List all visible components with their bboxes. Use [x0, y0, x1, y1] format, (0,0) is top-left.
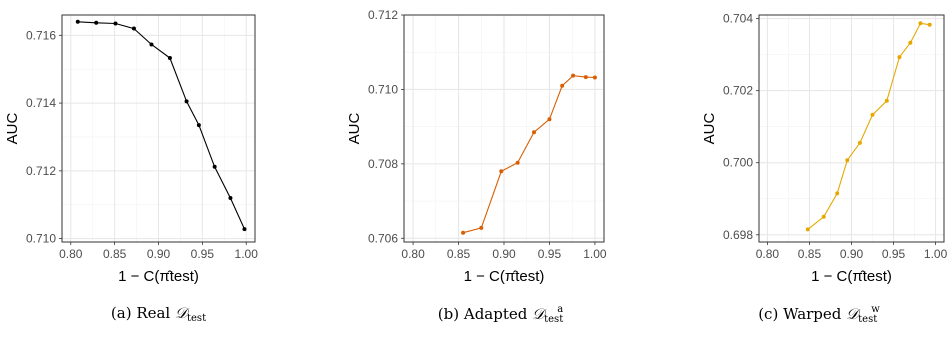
x-tick-label: 1.00	[924, 247, 948, 261]
data-point	[479, 225, 484, 230]
data-point	[94, 20, 99, 25]
data-point	[75, 19, 80, 24]
x-tick-label: 1.00	[583, 247, 607, 261]
x-tick-label: 0.90	[492, 247, 516, 261]
caption-prefix: (a) Real	[110, 304, 176, 322]
data-point	[149, 42, 154, 47]
y-tick-label: 0.710	[368, 82, 398, 96]
x-tick-label: 0.80	[756, 247, 780, 261]
chart-b: 0.80 0.85 0.90 0.95 1.00 0.706 0.708 0.710 0.712…	[346, 8, 607, 285]
y-tick-label: 0.710	[26, 232, 56, 246]
y-tick-label: 0.704	[723, 12, 753, 26]
caption-superscript: w	[871, 304, 880, 315]
y-tick-label: 0.712	[26, 164, 56, 178]
y-axis-label: AUC	[346, 112, 363, 144]
caption-c: (c) Warped 𝒟testw	[687, 304, 951, 325]
plot-border	[61, 14, 256, 243]
data-point	[167, 56, 172, 61]
data-point	[821, 214, 826, 219]
data-point	[870, 112, 875, 117]
data-point	[532, 130, 536, 135]
caption-superscript: a	[557, 304, 564, 315]
data-point	[835, 191, 840, 196]
y-tick-label: 0.700	[723, 156, 753, 170]
x-tick-label: 0.85	[103, 247, 127, 261]
data-point	[196, 123, 201, 128]
x-axis-label: 1 − C(π̂test)	[464, 268, 545, 285]
data-point	[560, 83, 565, 88]
caption-symbol: 𝒟	[846, 305, 859, 323]
caption-symbol: 𝒟	[532, 305, 545, 323]
chart-a: 0.80 0.85 0.90 0.95 1.00 0.710 0.712 0.714 0.716…	[4, 14, 259, 285]
data-point	[592, 75, 597, 80]
chart-panel-a: 0.80 0.85 0.90 0.95 1.00 0.710 0.712 0.714 0.716…	[0, 0, 317, 339]
x-axis-label: 1 − C(π̂test)	[811, 268, 892, 285]
data-point	[242, 227, 247, 232]
plot-border	[403, 14, 605, 243]
data-point	[884, 98, 889, 103]
data-point	[113, 21, 118, 26]
series-line	[462, 75, 595, 234]
data-point	[547, 117, 552, 122]
x-tick-label: 0.90	[147, 247, 171, 261]
data-point	[499, 169, 504, 174]
x-tick-label: 0.85	[798, 247, 822, 261]
y-axis-label: AUC	[701, 112, 718, 144]
caption-b: (b) Adapted 𝒟testa	[342, 304, 659, 325]
chart-c: 0.80 0.85 0.90 0.95 1.00 0.698 0.700 0.702 0.704…	[701, 12, 948, 285]
x-tick-label: 0.90	[840, 247, 864, 261]
data-point	[515, 160, 520, 165]
caption-subscript: test	[858, 314, 878, 325]
x-tick-label: 0.95	[882, 247, 906, 261]
caption-symbol: 𝒟	[175, 304, 187, 322]
data-point	[897, 55, 902, 60]
x-tick-label: 0.85	[447, 247, 471, 261]
y-tick-label: 0.706	[368, 231, 398, 245]
x-tick-label: 0.80	[59, 247, 83, 261]
y-tick-label: 0.698	[723, 228, 753, 242]
data-point	[908, 40, 913, 45]
y-tick-label: 0.712	[368, 8, 398, 22]
x-tick-label: 1.00	[235, 247, 259, 261]
y-tick-label: 0.702	[723, 84, 753, 98]
data-point	[131, 26, 136, 31]
data-point	[845, 158, 850, 163]
data-point	[184, 99, 189, 104]
data-point	[583, 75, 588, 80]
data-point	[228, 195, 233, 200]
y-tick-label: 0.716	[26, 28, 56, 42]
y-tick-label: 0.714	[26, 96, 56, 110]
x-axis-label: 1 − C(π̂test)	[118, 268, 199, 285]
x-tick-label: 0.80	[401, 247, 425, 261]
y-tick-label: 0.708	[368, 157, 398, 171]
data-point	[857, 140, 862, 145]
caption-prefix: (b) Adapted	[437, 305, 533, 323]
caption-a: (a) Real 𝒟test	[0, 304, 317, 324]
chart-panel-b: 0.80 0.85 0.90 0.95 1.00 0.706 0.708 0.710 0.712…	[342, 0, 659, 339]
data-point	[461, 230, 466, 235]
x-tick-label: 0.95	[191, 247, 215, 261]
caption-subscript: test	[187, 313, 207, 324]
x-tick-label: 0.95	[538, 247, 562, 261]
caption-subscript: test	[544, 314, 564, 325]
data-point	[212, 164, 217, 169]
plot-border	[758, 14, 945, 243]
caption-prefix: (c) Warped	[758, 305, 847, 323]
data-point	[805, 227, 810, 232]
chart-panel-c: 0.80 0.85 0.90 0.95 1.00 0.698 0.700 0.702 0.704…	[687, 0, 951, 339]
y-axis-label: AUC	[4, 112, 21, 144]
data-point	[571, 73, 576, 78]
data-point	[918, 21, 923, 26]
data-point	[927, 22, 932, 27]
